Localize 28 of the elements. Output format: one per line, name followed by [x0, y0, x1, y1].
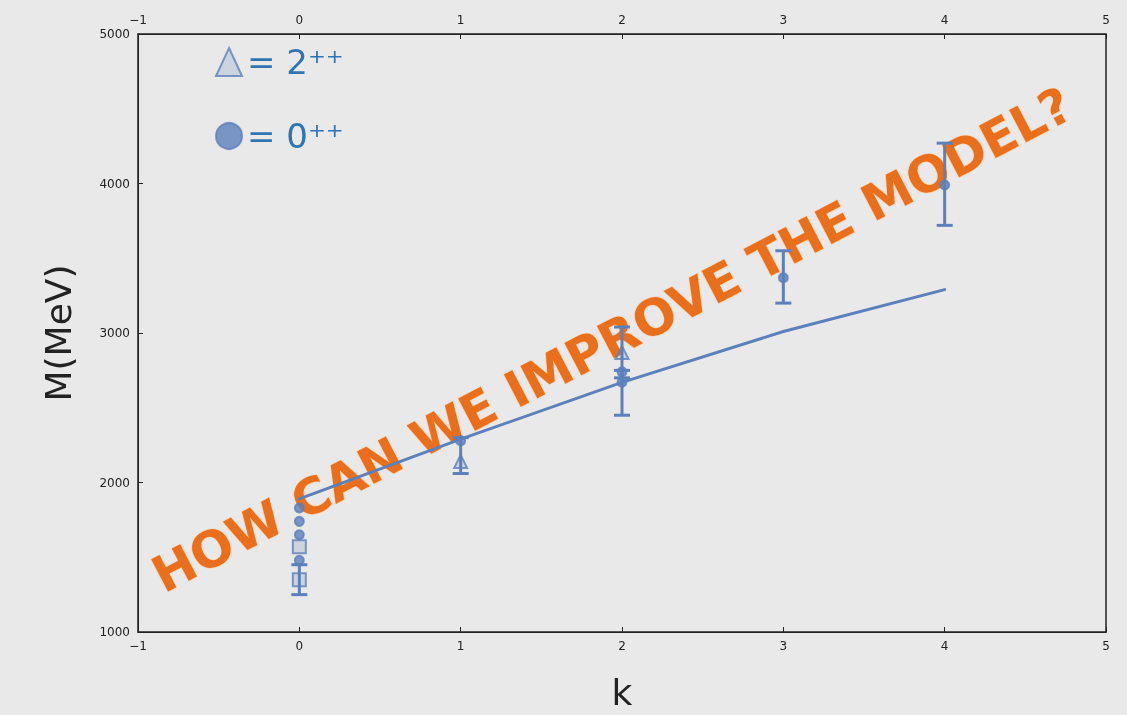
y-tick-label: 1000	[99, 625, 130, 639]
x2-tick-label: 0	[295, 13, 304, 27]
x-tick-label: 3	[779, 639, 788, 653]
x2-tick-label: 1	[456, 13, 465, 27]
x-tick-label: 0	[295, 639, 304, 653]
x-tick-label: 2	[618, 639, 626, 653]
point	[291, 572, 307, 588]
x2-tick-label: 2	[618, 13, 626, 27]
y-tick-label: 4000	[99, 176, 130, 191]
x-axis-title: k	[611, 671, 633, 713]
x2-tick-label: 5	[1102, 13, 1110, 27]
y-axis-title: M(MeV)	[37, 264, 79, 402]
point	[453, 454, 469, 470]
x2-tick-label: −1	[129, 13, 147, 27]
point	[293, 529, 305, 541]
point	[293, 515, 305, 527]
y-tick-label: 2000	[99, 475, 130, 490]
legend-label: = 0⁺⁺	[247, 116, 344, 156]
y-tick-label: 3000	[99, 326, 130, 340]
x2-tick-label: 4	[940, 13, 949, 27]
x-tick-label: −1	[129, 639, 147, 653]
x2-tick-label: 3	[779, 13, 788, 27]
point	[291, 539, 307, 555]
x-tick-label: 1	[456, 639, 465, 653]
x-tick-label: 5	[1102, 639, 1110, 653]
x-tick-label: 4	[940, 639, 949, 653]
y-tick-label: 5000	[99, 27, 130, 41]
legend-label: = 2⁺⁺	[247, 42, 344, 82]
